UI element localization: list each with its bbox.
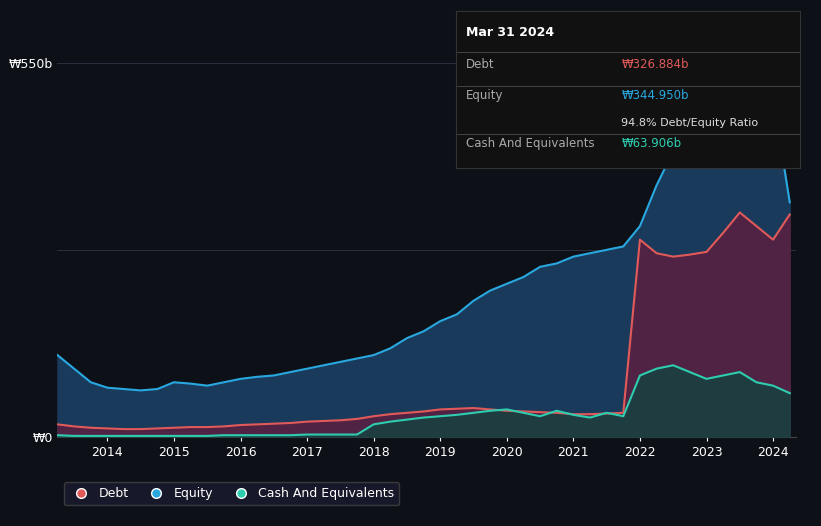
Text: ₩344.950b: ₩344.950b: [621, 89, 689, 103]
Text: ₩326.884b: ₩326.884b: [621, 58, 689, 71]
Text: Debt: Debt: [466, 58, 494, 71]
Text: Equity: Equity: [466, 89, 503, 103]
Text: Mar 31 2024: Mar 31 2024: [466, 26, 554, 39]
Text: 94.8% Debt/Equity Ratio: 94.8% Debt/Equity Ratio: [621, 118, 759, 128]
Legend: Debt, Equity, Cash And Equivalents: Debt, Equity, Cash And Equivalents: [64, 482, 400, 505]
Text: Cash And Equivalents: Cash And Equivalents: [466, 137, 594, 150]
Text: ₩63.906b: ₩63.906b: [621, 137, 681, 150]
